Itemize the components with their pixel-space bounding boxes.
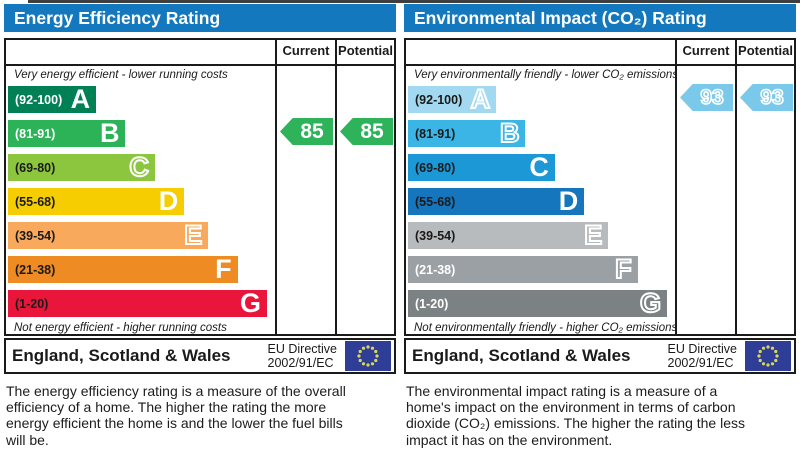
chart-body: Very energy efficient - lower running co… <box>6 66 394 336</box>
environmental-impact-description: The environmental impact rating is a mea… <box>406 383 746 448</box>
eu-flag-icon <box>345 341 391 371</box>
eu-flag-icon <box>745 341 791 371</box>
rating-band-E: (39-54) E <box>408 220 609 250</box>
band-letter: A <box>70 84 91 114</box>
potential-value-column: 93 <box>735 66 794 336</box>
rating-band-F: (21-38) F <box>8 256 238 283</box>
band-range-label: (92-100) <box>15 92 63 107</box>
current-value-column: 93 <box>675 66 735 336</box>
eu-directive-line1: EU Directive <box>267 341 337 356</box>
band-range-label: (81-91) <box>15 126 56 141</box>
band-letter: C <box>128 152 149 182</box>
eu-directive-label: EU Directive 2002/91/EC <box>668 342 745 371</box>
region-label: England, Scotland & Wales <box>12 346 231 365</box>
eu-directive-line1: EU Directive <box>667 341 737 356</box>
bottom-caption: Not environmentally friendly - higher CO… <box>414 322 675 334</box>
region-footer: England, Scotland & Wales EU Directive 2… <box>4 338 396 374</box>
band-range-label: (39-54) <box>415 228 456 243</box>
band-range-label: (55-68) <box>415 194 456 209</box>
band-letter: F <box>614 254 632 284</box>
rating-band-A: (92-100) A <box>408 84 497 114</box>
current-value-column: 85 <box>275 66 335 336</box>
rating-band-D: (55-68) D <box>408 186 585 216</box>
band-range-label: (81-91) <box>415 126 456 141</box>
environmental-impact-panel: Environmental Impact (CO₂) Rating Curren… <box>404 4 796 448</box>
potential-rating-arrow: 85 <box>340 118 393 145</box>
current-column-header: Current <box>675 40 735 64</box>
band-letter: B <box>499 118 520 148</box>
band-range-label: (55-68) <box>15 194 56 209</box>
energy-efficiency-description: The energy efficiency rating is a measur… <box>6 383 346 448</box>
band-letter: E <box>583 220 603 250</box>
potential-column-header: Potential <box>735 40 794 64</box>
band-range-label: (21-38) <box>15 262 56 277</box>
rating-band-B: (81-91) B <box>408 118 526 148</box>
column-header-row: Current Potential <box>6 40 394 66</box>
eu-directive-line2: 2002/91/EC <box>667 356 734 370</box>
region-footer: England, Scotland & Wales EU Directive 2… <box>404 338 796 374</box>
rating-band-G: (1-20) G <box>8 290 267 317</box>
band-letter: F <box>215 254 232 284</box>
band-letter: D <box>158 186 179 216</box>
rating-band-C: (69-80) C <box>8 152 155 182</box>
energy-efficiency-panel: Energy Efficiency Rating Current Potenti… <box>4 4 396 448</box>
band-letter: E <box>183 220 203 250</box>
rating-band-E: (39-54) E <box>8 220 209 250</box>
rating-band-C: (69-80) C <box>408 154 555 181</box>
rating-band-B: (81-91) B <box>8 118 126 148</box>
current-rating-arrow: 93 <box>680 84 733 111</box>
band-range-label: (1-20) <box>15 296 49 311</box>
top-caption: Very energy efficient - lower running co… <box>14 69 228 81</box>
potential-column-header: Potential <box>335 40 394 64</box>
environmental-impact-title: Environmental Impact (CO₂) Rating <box>404 4 796 32</box>
energy-efficiency-chart: Current Potential Very energy efficient … <box>4 38 396 336</box>
band-letter: B <box>99 118 120 148</box>
bars-area: Very energy efficient - lower running co… <box>6 66 275 336</box>
band-range-label: (21-38) <box>415 262 456 277</box>
column-spacer <box>6 40 275 64</box>
potential-rating-arrow: 93 <box>740 84 793 111</box>
band-range-label: (1-20) <box>415 296 449 311</box>
column-spacer <box>406 40 675 64</box>
band-range-label: (69-80) <box>15 160 56 175</box>
current-rating-arrow: 85 <box>280 118 333 145</box>
chart-body: Very environmentally friendly - lower CO… <box>406 66 794 336</box>
bottom-caption: Not energy efficient - higher running co… <box>14 322 227 334</box>
band-letter: A <box>470 84 491 114</box>
screenshot-top-edge <box>28 0 800 3</box>
rating-bands: (92-100) A (81-91) B (69-80) C (55-68) D (39-54)… <box>408 84 675 318</box>
current-column-header: Current <box>275 40 335 64</box>
rating-bands: (92-100) A (81-91) B (69-80) C (55-68) D (39-54)… <box>8 86 275 317</box>
band-letter: D <box>558 186 579 216</box>
column-header-row: Current Potential <box>406 40 794 66</box>
rating-band-A: (92-100) A <box>8 84 97 114</box>
environmental-impact-chart: Current Potential Very environmentally f… <box>404 38 796 336</box>
rating-band-F: (21-38) F <box>408 254 638 284</box>
region-label: England, Scotland & Wales <box>412 346 631 365</box>
potential-value-column: 85 <box>335 66 394 336</box>
band-letter: C <box>529 152 549 182</box>
eu-directive-label: EU Directive 2002/91/EC <box>268 342 345 371</box>
band-range-label: (69-80) <box>415 160 456 175</box>
rating-band-G: (1-20) G <box>408 288 667 318</box>
band-range-label: (39-54) <box>15 228 56 243</box>
band-letter: G <box>639 288 662 318</box>
energy-efficiency-title: Energy Efficiency Rating <box>4 4 396 32</box>
rating-band-D: (55-68) D <box>8 186 185 216</box>
bars-area: Very environmentally friendly - lower CO… <box>406 66 675 336</box>
eu-directive-line2: 2002/91/EC <box>267 356 334 370</box>
band-range-label: (92-100) <box>415 92 463 107</box>
top-caption: Very environmentally friendly - lower CO… <box>414 69 675 81</box>
band-letter: G <box>239 288 261 318</box>
